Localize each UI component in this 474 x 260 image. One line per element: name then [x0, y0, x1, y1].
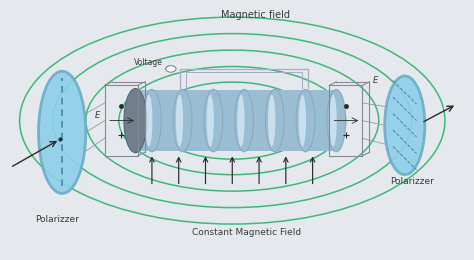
Ellipse shape [299, 95, 306, 147]
Ellipse shape [173, 89, 192, 152]
Ellipse shape [296, 89, 315, 152]
Polygon shape [136, 90, 336, 151]
Ellipse shape [268, 95, 275, 147]
Text: Voltage: Voltage [134, 58, 162, 67]
Text: E: E [373, 76, 378, 85]
Text: E: E [95, 111, 100, 120]
Ellipse shape [207, 95, 214, 147]
Ellipse shape [204, 89, 223, 152]
Ellipse shape [327, 89, 346, 152]
Ellipse shape [235, 89, 254, 152]
Ellipse shape [165, 66, 176, 72]
Text: Magnetic field: Magnetic field [221, 10, 291, 20]
Ellipse shape [38, 71, 86, 193]
Ellipse shape [385, 76, 425, 175]
Text: Polarizzer: Polarizzer [36, 215, 79, 224]
Text: Polarizzer: Polarizzer [390, 177, 434, 186]
Ellipse shape [237, 95, 245, 147]
Ellipse shape [329, 95, 337, 147]
Ellipse shape [265, 89, 284, 152]
Text: Constant Magnetic Field: Constant Magnetic Field [192, 228, 301, 237]
Ellipse shape [143, 89, 161, 152]
Ellipse shape [124, 88, 147, 153]
Ellipse shape [176, 95, 183, 147]
Ellipse shape [145, 95, 153, 147]
